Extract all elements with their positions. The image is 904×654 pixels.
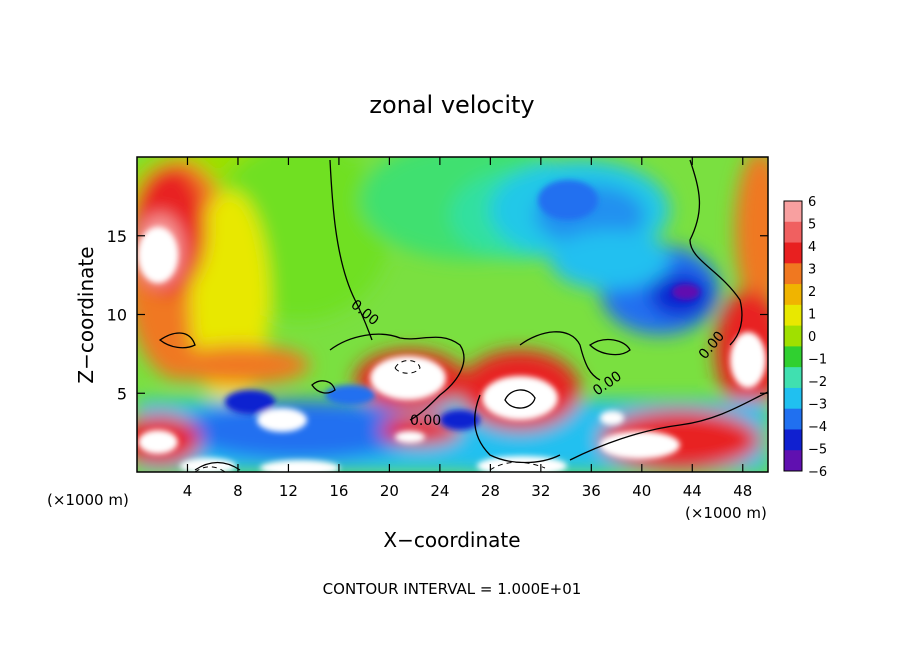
x-tick-label: 28 [481,482,500,500]
plot-area [137,157,768,472]
x-tick-label: 16 [329,482,348,500]
colorbar-tick-label: −3 [808,398,827,413]
colorbar-tick-label: 3 [808,263,816,278]
x-tick-label: 24 [430,482,449,500]
colorbar-tick-label: 4 [808,240,816,255]
colorbar-swatch [784,367,802,389]
colorbar-swatch [784,387,802,410]
colorbar-swatch [784,408,802,430]
colorbar-swatch [784,221,802,244]
colorbar-swatch [784,325,802,347]
colorbar-tick-label: 5 [808,218,816,233]
x-tick-label: 44 [683,482,702,500]
x-tick-label: 12 [279,482,298,500]
colorbar-swatch [784,346,802,368]
x-tick-label: 32 [531,482,550,500]
x-tick-label: 4 [183,482,193,500]
y-tick-label: 5 [117,384,127,403]
colorbar-tick-label: −4 [808,420,827,435]
x-axis: 4 8 12 16 20 24 28 32 36 40 44 48 [183,157,752,500]
colorbar-tick-label: 2 [808,285,816,300]
x-axis-label: X−coordinate [383,528,520,552]
colorbar-swatch [784,450,802,472]
x-unit-note: (×1000 m) [685,504,767,522]
colorbar-tick-label: 1 [808,308,816,323]
y-axis: 5 10 15 [107,227,768,403]
colorbar: 6 5 4 3 2 1 0 −1 −2 −3 −4 −5 −6 [783,195,827,480]
x-tick-label: 48 [733,482,752,500]
y-tick-label: 10 [107,306,127,325]
colorbar-tick-label: 0 [808,330,816,345]
y-axis-label: Z−coordinate [74,246,98,383]
colorbar-swatch [784,242,802,264]
colorbar-swatch [784,304,802,327]
colorbar-frame [783,200,803,472]
chart-title: zonal velocity [369,91,534,119]
contour-label: 0.00 [410,413,441,429]
colorbar-tick-label: −5 [808,443,827,458]
y-tick-label: 15 [107,227,127,246]
colorbar-tick-label: −6 [808,465,827,480]
colorbar-swatch [784,201,802,223]
colorbar-tick-label: −2 [808,375,827,390]
colorbar-tick-label: 6 [808,195,816,210]
x-tick-label: 40 [632,482,651,500]
colorbar-swatch [784,263,802,285]
x-tick-label: 8 [233,482,243,500]
colorbar-tick-label: −1 [808,353,827,368]
colorbar-swatch [784,429,802,451]
y-unit-note: (×1000 m) [47,491,129,509]
colorbar-swatch [784,284,802,306]
x-tick-label: 20 [380,482,399,500]
x-tick-label: 36 [582,482,601,500]
contour-interval-footnote: CONTOUR INTERVAL = 1.000E+01 [323,580,582,598]
